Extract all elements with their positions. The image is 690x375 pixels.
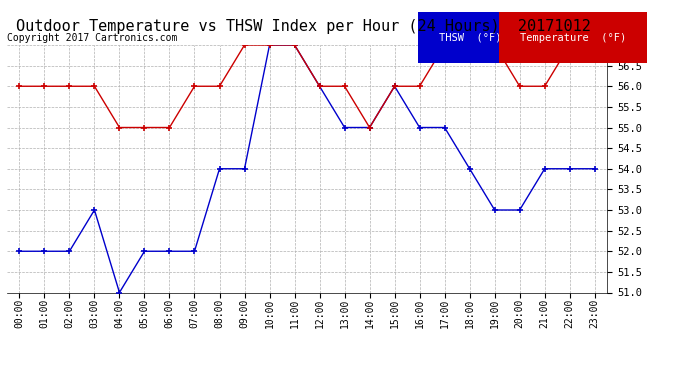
Text: Outdoor Temperature vs THSW Index per Hour (24 Hours)  20171012: Outdoor Temperature vs THSW Index per Ho… (16, 19, 591, 34)
Text: Copyright 2017 Cartronics.com: Copyright 2017 Cartronics.com (7, 33, 177, 42)
Text: Temperature  (°F): Temperature (°F) (520, 33, 627, 42)
Text: THSW  (°F): THSW (°F) (439, 33, 502, 42)
